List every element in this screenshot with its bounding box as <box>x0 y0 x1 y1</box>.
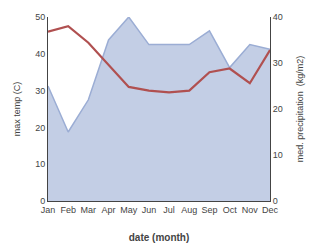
svg-text:May: May <box>120 205 138 215</box>
svg-text:Apr: Apr <box>102 205 116 215</box>
svg-text:max temp (C): max temp (C) <box>12 82 22 137</box>
svg-text:Jun: Jun <box>142 205 157 215</box>
svg-text:0: 0 <box>40 196 45 206</box>
svg-text:0: 0 <box>273 196 278 206</box>
svg-text:Nov: Nov <box>242 205 259 215</box>
svg-text:10: 10 <box>273 150 283 160</box>
svg-text:Jul: Jul <box>163 205 175 215</box>
svg-text:med. precipitation (kg/m2): med. precipitation (kg/m2) <box>295 56 305 163</box>
svg-text:Aug: Aug <box>181 205 197 215</box>
svg-text:Jan: Jan <box>41 205 56 215</box>
svg-text:Sep: Sep <box>201 205 217 215</box>
svg-text:40: 40 <box>273 12 283 22</box>
svg-text:Feb: Feb <box>60 205 76 215</box>
svg-text:20: 20 <box>35 123 45 133</box>
svg-text:Mar: Mar <box>81 205 97 215</box>
svg-text:Oct: Oct <box>223 205 238 215</box>
svg-text:10: 10 <box>35 159 45 169</box>
svg-text:40: 40 <box>35 49 45 59</box>
svg-text:30: 30 <box>35 86 45 96</box>
svg-text:20: 20 <box>273 104 283 114</box>
svg-text:30: 30 <box>273 58 283 68</box>
svg-text:50: 50 <box>35 12 45 22</box>
svg-text:Dec: Dec <box>262 205 279 215</box>
svg-text:date (month): date (month) <box>129 232 190 243</box>
